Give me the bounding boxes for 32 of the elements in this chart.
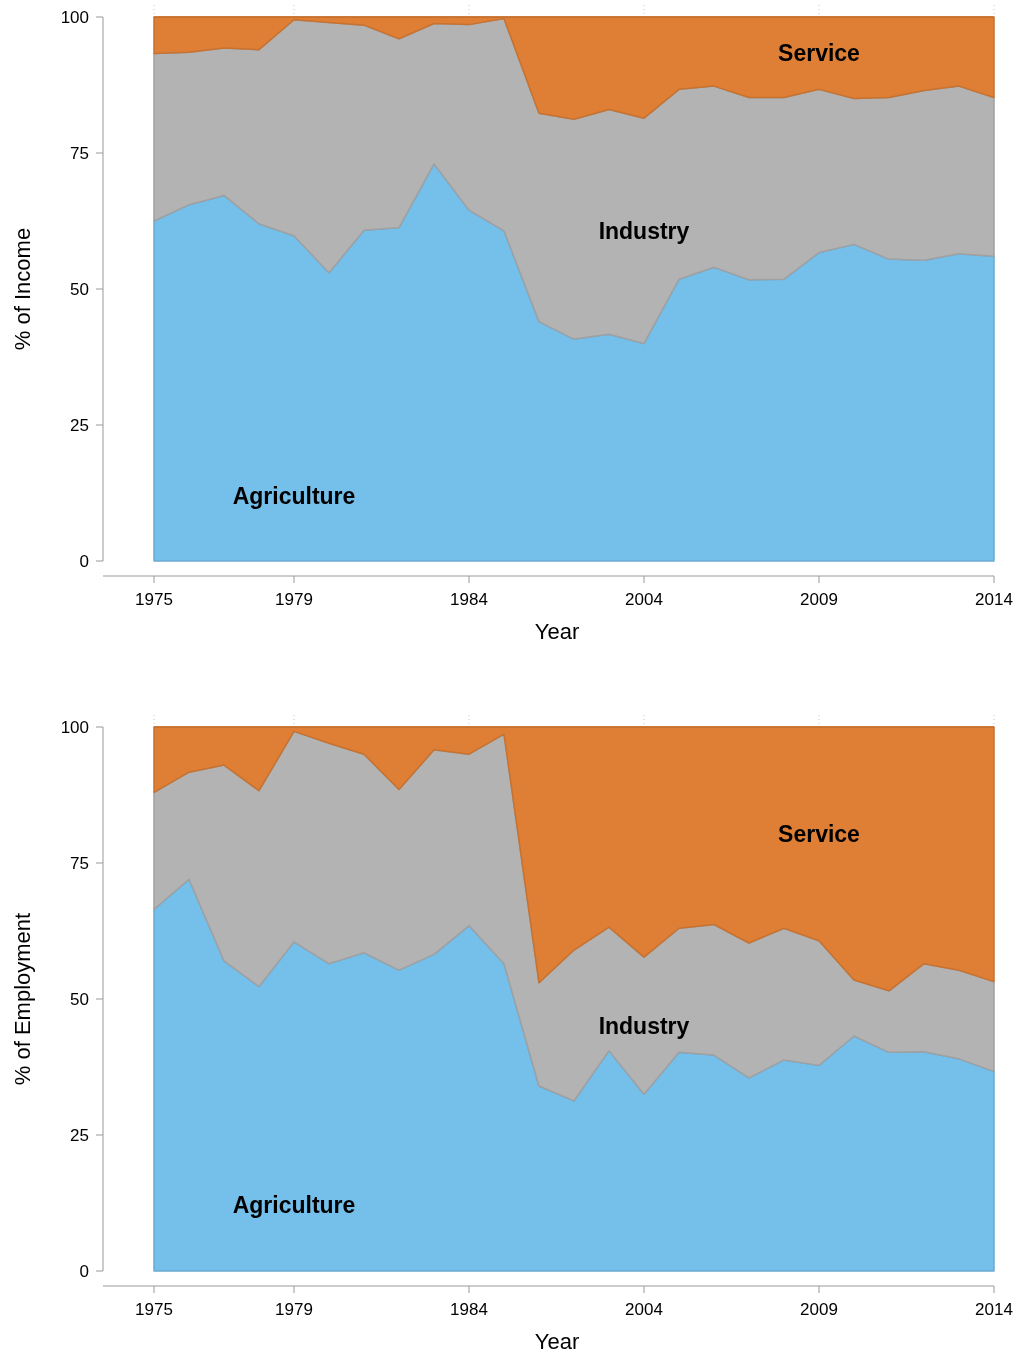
x-axis-title: Year: [534, 1328, 580, 1354]
series-label: Industry: [598, 217, 690, 244]
y-tick-label: 75: [70, 143, 89, 163]
y-tick-label: 0: [79, 1261, 89, 1281]
x-tick-label: 1979: [275, 1299, 313, 1319]
series-label: Industry: [598, 1012, 690, 1039]
x-tick-label: 2009: [800, 1299, 838, 1319]
y-axis-title: % of Income: [9, 227, 35, 351]
x-tick-label: 2009: [800, 589, 838, 609]
y-tick-label: 100: [60, 7, 89, 27]
x-tick-label: 1979: [275, 589, 313, 609]
y-axis-title: % of Employment: [9, 912, 35, 1086]
x-tick-label: 1975: [135, 589, 173, 609]
x-tick-label: 1984: [450, 589, 488, 609]
y-tick-label: 25: [70, 1125, 89, 1145]
x-tick-label: 2014: [975, 1299, 1013, 1319]
y-tick-label: 100: [60, 717, 89, 737]
x-tick-label: 2004: [625, 1299, 663, 1319]
x-tick-label: 1984: [450, 1299, 488, 1319]
x-tick-label: 1975: [135, 1299, 173, 1319]
y-tick-label: 0: [79, 551, 89, 571]
x-tick-label: 2004: [625, 589, 663, 609]
y-tick-label: 50: [70, 279, 89, 299]
x-axis-title: Year: [534, 618, 580, 644]
series-label: Service: [778, 40, 860, 67]
y-tick-label: 75: [70, 853, 89, 873]
series-label: Agriculture: [232, 482, 356, 509]
series-label: Service: [778, 820, 860, 847]
series-label: Agriculture: [232, 1192, 356, 1219]
y-tick-label: 50: [70, 989, 89, 1009]
y-tick-label: 25: [70, 415, 89, 435]
x-tick-label: 2014: [975, 589, 1013, 609]
